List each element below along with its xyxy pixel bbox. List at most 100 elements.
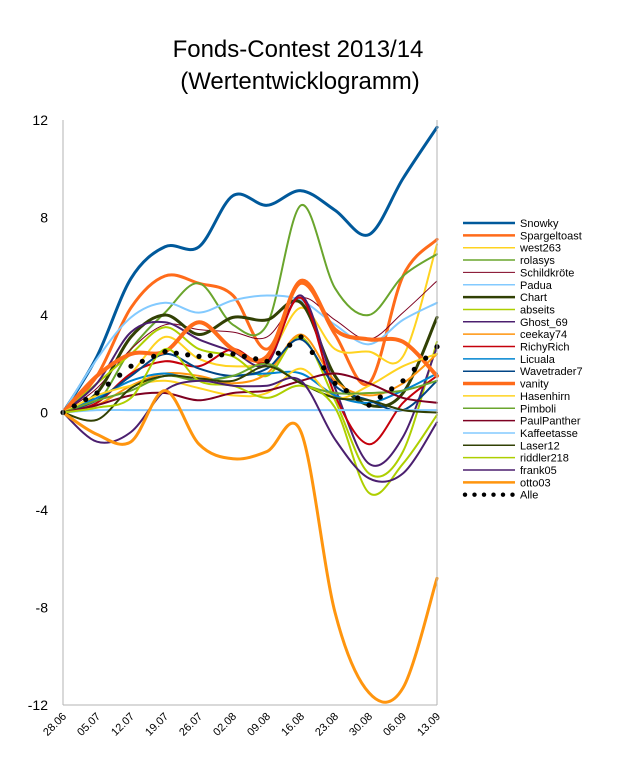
alle-data-point xyxy=(366,402,372,408)
chart-title: Fonds-Contest 2013/14 xyxy=(173,36,424,63)
y-tick-label: 8 xyxy=(40,210,48,226)
legend-label: riddler218 xyxy=(520,453,569,465)
legend-entry: Laser12 xyxy=(463,440,560,452)
alle-data-point xyxy=(230,351,236,357)
x-tick-label: 05.07 xyxy=(75,711,103,739)
alle-data-point xyxy=(321,365,327,371)
plot-area: 12 8 4 0 -4 -8 -12 28.06 05.07 12.07 19.07 26.07 02… xyxy=(28,112,443,739)
legend-label: Pimboli xyxy=(520,403,556,415)
x-tick-label: 12.07 xyxy=(109,711,137,739)
legend-entry: Kaffeetasse xyxy=(463,428,578,440)
alle-data-point xyxy=(219,352,225,358)
alle-data-point xyxy=(343,388,349,394)
alle-data-point xyxy=(389,386,395,392)
y-tick-label: -4 xyxy=(36,502,49,518)
alle-data-point xyxy=(162,349,168,355)
alle-data-point xyxy=(287,342,293,348)
alle-data-point xyxy=(377,394,383,400)
legend-entry: frank05 xyxy=(463,465,557,477)
legend-entry: otto03 xyxy=(463,477,551,489)
legend-label: Alle xyxy=(520,490,538,502)
legend-swatch-dot xyxy=(481,492,487,497)
legend-entry: Hasenhirn xyxy=(463,391,570,403)
legend-entry: Snowky xyxy=(463,218,559,230)
legend-swatch-dot xyxy=(510,492,515,497)
series-line-alle xyxy=(60,334,440,416)
series-line-spargeltoast xyxy=(61,237,439,414)
alle-data-point xyxy=(105,381,111,387)
legend-label: abseits xyxy=(520,304,555,316)
legend-entry: abseits xyxy=(463,304,555,316)
alle-data-point xyxy=(264,358,270,364)
legend-label: rolasys xyxy=(520,255,555,267)
alle-data-point xyxy=(185,352,191,358)
alle-data-point xyxy=(128,363,134,369)
alle-data-point xyxy=(400,378,406,384)
legend-entry: west263 xyxy=(463,243,561,255)
x-tick-label: 06.09 xyxy=(381,711,409,739)
legend-entry: Pimboli xyxy=(463,403,556,415)
chart-subtitle: (Wertentwicklogramm) xyxy=(180,68,420,95)
legend-label: west263 xyxy=(519,243,561,255)
alle-data-point xyxy=(94,390,100,396)
legend-entry: RichyRich xyxy=(463,342,570,354)
legend-entry: riddler218 xyxy=(463,453,569,465)
legend-label: Wavetrader7 xyxy=(520,366,583,378)
x-tick-label: 26.07 xyxy=(177,711,205,739)
legend-entry: Ghost_69 xyxy=(463,317,568,329)
legend-entry: rolasys xyxy=(463,255,555,267)
legend-label: Spargeltoast xyxy=(520,230,582,242)
alle-data-point xyxy=(355,395,361,401)
alle-data-point xyxy=(83,396,89,403)
legend-entry: Schildkröte xyxy=(463,267,574,279)
legend-label: Chart xyxy=(520,292,547,304)
legend-label: Hasenhirn xyxy=(520,391,570,403)
legend-entry: vanity xyxy=(463,379,549,391)
x-tick-label: 13.09 xyxy=(415,711,443,739)
legend-label: Ghost_69 xyxy=(520,317,568,329)
alle-data-point xyxy=(71,403,77,409)
y-tick-label: 4 xyxy=(40,307,48,323)
legend-label: Licuala xyxy=(520,354,556,366)
legend-entry: Wavetrader7 xyxy=(463,366,583,378)
x-tick-label: 19.07 xyxy=(143,711,171,739)
legend-swatch-dot xyxy=(491,492,496,497)
series-line-padua xyxy=(62,294,438,414)
x-tick-label: 09.08 xyxy=(245,711,273,739)
legend-label: PaulPanther xyxy=(520,416,581,428)
legend-entry: Chart xyxy=(463,292,547,304)
alle-data-point xyxy=(151,353,157,359)
legend-entry: Padua xyxy=(463,280,553,292)
series-line-laser12 xyxy=(62,365,438,422)
alle-data-point xyxy=(207,353,213,359)
legend-entry: Alle xyxy=(462,490,538,502)
legend-label: ceekay74 xyxy=(520,329,567,341)
y-ticks: 12 8 4 0 -4 -8 -12 xyxy=(28,112,48,713)
alle-data-point xyxy=(275,350,281,356)
series-line-riddler218 xyxy=(62,348,438,496)
y-tick-label: 12 xyxy=(32,112,48,128)
series-line-kaffeetasse xyxy=(62,408,438,414)
x-tick-label: 30.08 xyxy=(347,711,375,739)
alle-data-point xyxy=(332,380,338,386)
y-tick-label: -12 xyxy=(28,697,48,713)
legend-label: Laser12 xyxy=(520,440,560,452)
series-line-chart xyxy=(61,299,439,414)
legend-entry: Spargeltoast xyxy=(463,230,582,242)
legend-label: frank05 xyxy=(520,465,557,477)
legend-label: vanity xyxy=(520,379,549,391)
legend-entry: PaulPanther xyxy=(463,416,581,428)
legend-entry: ceekay74 xyxy=(463,329,567,341)
series-layer xyxy=(60,125,440,704)
x-tick-label: 16.08 xyxy=(279,711,307,739)
x-tick-label: 23.08 xyxy=(313,711,341,739)
alle-data-point xyxy=(173,350,179,356)
legend-label: RichyRich xyxy=(520,342,570,354)
alle-data-point xyxy=(117,372,123,378)
alle-data-point xyxy=(241,353,247,359)
series-line-otto03 xyxy=(61,389,439,704)
legend-label: otto03 xyxy=(520,477,551,489)
x-tick-label: 28.06 xyxy=(41,711,69,739)
alle-data-point xyxy=(411,366,417,372)
